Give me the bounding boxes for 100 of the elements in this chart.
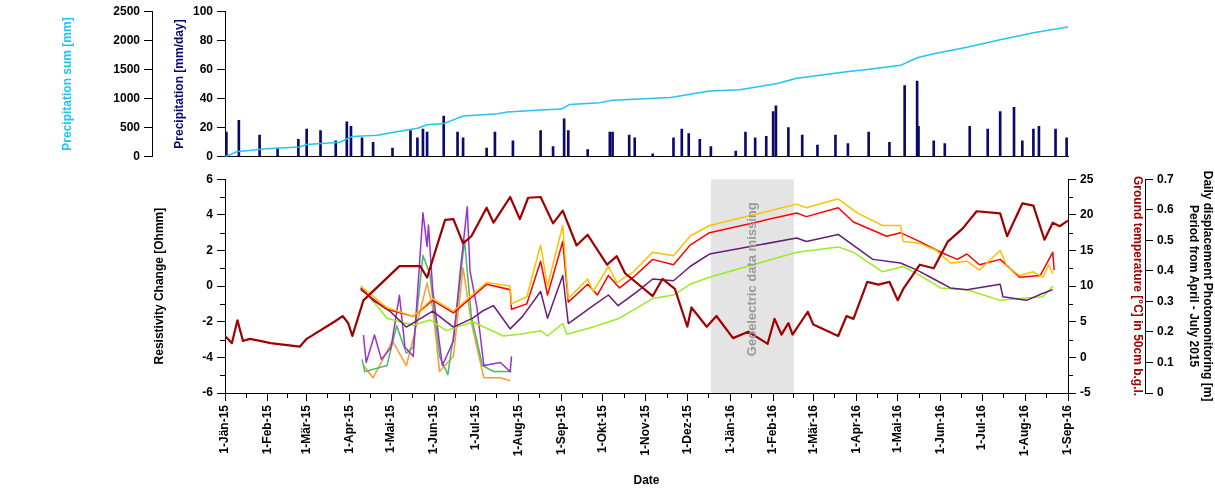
x-tick-label: 1-Mär-15: [298, 404, 313, 455]
y-tick-label: -2: [202, 314, 214, 329]
bar: [319, 130, 322, 157]
y-tick-label: 2: [206, 242, 214, 257]
bar: [698, 139, 702, 157]
bar: [968, 125, 972, 157]
bar: [345, 121, 349, 157]
y2-axis-title: Ground temperature [°C] in 50cm b.g.l.: [1131, 176, 1146, 397]
x-tick-label: 1-Jun-15: [426, 404, 441, 455]
y2-tick-label: 15: [1080, 242, 1094, 257]
y2-tick-label: 25: [1080, 171, 1094, 186]
y2-tick-label: 20: [1080, 207, 1094, 222]
bar: [539, 130, 542, 157]
y3-tick-label: 0.3: [1157, 293, 1175, 308]
x-tick-label: 1-Jän-16: [722, 404, 737, 454]
bar: [687, 133, 691, 157]
bar: [1032, 128, 1035, 157]
bar: [391, 147, 394, 157]
x-tick-label: 1-Okt-15: [595, 404, 610, 454]
bar: [1065, 137, 1068, 157]
bar: [816, 144, 819, 157]
bar: [456, 131, 459, 157]
x-tick-label: 1-Nov-15: [638, 404, 653, 456]
x-axis-title: Date: [633, 473, 660, 488]
y2-tick-label: 1500: [113, 61, 141, 76]
x-tick-label: 1-Jul-16: [974, 404, 989, 451]
bar: [734, 150, 738, 157]
y-axis-title: Resistivity Change [Ohmm]: [151, 207, 166, 365]
y2-tick-label: 5: [1080, 314, 1087, 329]
bar: [867, 131, 870, 157]
bar: [608, 131, 612, 157]
y-tick-label: 40: [199, 90, 214, 105]
bar: [986, 128, 990, 157]
bar: [225, 131, 228, 157]
y3-tick-label: 0.1: [1157, 354, 1175, 369]
y2-tick-label: -5: [1080, 385, 1091, 400]
y-tick-label: 0: [206, 278, 214, 293]
x-tick-label: 1-Feb-16: [765, 404, 780, 455]
y3-tick-label: 0.7: [1157, 171, 1175, 186]
bar: [566, 130, 570, 157]
bar: [680, 128, 684, 157]
bar: [672, 137, 675, 157]
bar: [627, 134, 631, 157]
y-tick-label: 0: [206, 149, 214, 164]
bar: [744, 131, 747, 157]
bar: [800, 134, 804, 157]
bar: [903, 85, 906, 157]
y2-tick-label: 10: [1080, 278, 1094, 293]
y3-tick-label: 0: [1157, 385, 1164, 400]
y3-tick-label: 0.4: [1157, 263, 1175, 278]
bar: [485, 147, 488, 157]
bar: [1020, 140, 1024, 157]
x-tick-label: 1-Jun-16: [932, 404, 947, 455]
y3-axis-title: Daily displacement Photomonitoring [m] Period from April - July 2015: [1187, 170, 1215, 402]
y3-tick-label: 0.6: [1157, 202, 1175, 217]
bar: [258, 134, 261, 157]
bar: [764, 136, 768, 157]
x-tick-label: 1-Mai-15: [383, 404, 398, 454]
y2-tick-label: 0: [1080, 349, 1087, 364]
y2-axis-title: Precipitation sum [mm]: [59, 17, 74, 151]
y2-tick-label: 2000: [113, 32, 141, 47]
bar: [416, 137, 419, 157]
x-tick-label: 1-Mär-16: [805, 404, 820, 455]
y2-tick-label: 2500: [113, 3, 141, 18]
x-tick-label: 1-Feb-15: [260, 404, 275, 455]
y-tick-label: -4: [202, 349, 214, 364]
bar: [409, 130, 412, 157]
y-tick-label: 100: [192, 3, 214, 18]
y-tick-label: 4: [206, 207, 214, 222]
x-tick-label: 1-Aug-16: [1017, 404, 1032, 457]
y-tick-label: 20: [199, 119, 214, 134]
x-tick-label: 1-Apr-16: [848, 404, 863, 454]
y-tick-label: 60: [199, 61, 214, 76]
y-tick-label: -6: [202, 385, 214, 400]
x-tick-label: 1-Jän-15: [217, 404, 232, 454]
bar: [787, 127, 790, 157]
y2-tick-label: 500: [119, 119, 141, 134]
bar: [305, 128, 308, 157]
bar: [334, 140, 338, 157]
bar: [943, 143, 947, 157]
x-tick-label: 1-Dez-15: [679, 404, 694, 455]
bar: [834, 134, 837, 157]
x-tick-label: 1-Jul-15: [467, 404, 482, 451]
x-tick-label: 1-Sep-15: [553, 404, 568, 456]
x-tick-label: 1-Apr-15: [341, 404, 356, 454]
y2-tick-label: 1000: [113, 90, 141, 105]
band-label: Geoelectric data missing: [743, 202, 759, 357]
y-tick-label: 80: [199, 32, 214, 47]
bar: [633, 137, 637, 157]
x-tick-label: 1-Sep-16: [1060, 404, 1075, 456]
bar: [932, 140, 936, 157]
y3-tick-label: 0.2: [1157, 324, 1175, 339]
bar: [998, 111, 1002, 157]
bar: [1054, 128, 1057, 157]
y-axis-title: Precipitation [mm/day]: [171, 19, 186, 149]
x-tick-label: 1-Aug-15: [510, 404, 525, 457]
y3-tick-label: 0.5: [1157, 232, 1175, 247]
bar: [888, 141, 891, 157]
bar: [442, 115, 446, 157]
y-tick-label: 6: [206, 171, 214, 186]
